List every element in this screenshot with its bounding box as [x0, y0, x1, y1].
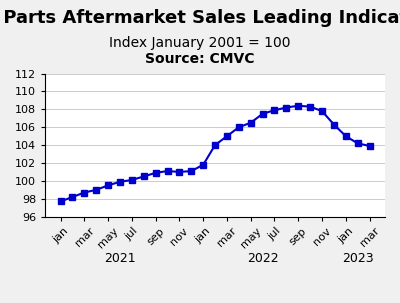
Text: Source: CMVC: Source: CMVC	[145, 52, 255, 65]
Text: 2022: 2022	[247, 252, 278, 265]
Text: CV Parts Aftermarket Sales Leading Indicator: CV Parts Aftermarket Sales Leading Indic…	[0, 9, 400, 27]
Text: 2023: 2023	[342, 252, 374, 265]
Text: 2021: 2021	[104, 252, 136, 265]
Text: Index January 2001 = 100: Index January 2001 = 100	[109, 36, 291, 50]
